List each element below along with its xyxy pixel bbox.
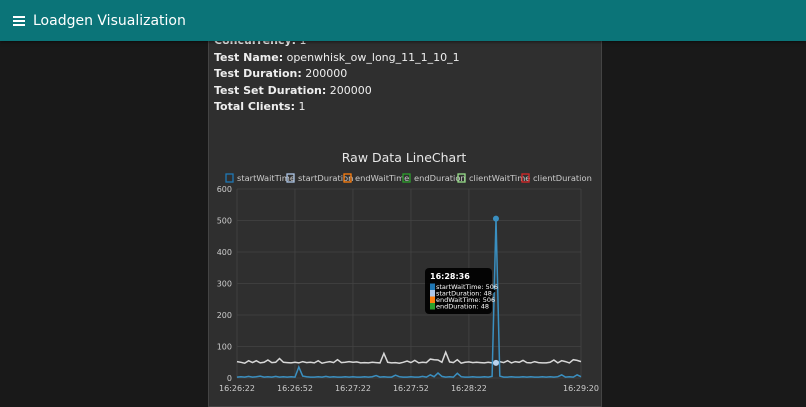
legend-swatch-endDuration xyxy=(402,173,411,183)
legend-swatch-startDuration xyxy=(286,173,295,183)
tooltip-box xyxy=(425,268,492,314)
legend-label-startDuration: startDuration xyxy=(298,173,353,183)
x-tick-label: 16:26:22 xyxy=(219,384,255,393)
info-test-name: Test Name: openwhisk_ow_long_11_1_10_1 xyxy=(214,50,460,64)
y-tick-label: 200 xyxy=(217,311,232,320)
tooltip-row: endWaitTime: 506 xyxy=(436,296,495,304)
series-line-startDuration xyxy=(236,350,582,365)
tooltip-row: endDuration: 48 xyxy=(436,303,489,311)
info-test-duration: Test Duration: 200000 xyxy=(214,67,348,80)
y-tick-label: 400 xyxy=(217,248,232,257)
legend-swatch-clientDuration xyxy=(521,173,530,183)
y-tick-label: 500 xyxy=(217,217,232,226)
tooltip-swatch xyxy=(430,290,435,297)
y-tick-label: 600 xyxy=(217,185,232,194)
x-tick-label: 16:27:22 xyxy=(335,384,371,393)
legend-label-endWaitTime: endWaitTime xyxy=(355,173,409,183)
tooltip-swatch xyxy=(430,296,435,303)
chart-tooltip: 16:28:36 startWaitTime: 506startDuration:… xyxy=(425,268,498,314)
legend-swatch-endWaitTime xyxy=(343,173,352,183)
legend-label-startWaitTime: startWaitTime xyxy=(237,173,295,183)
tooltip-row: startWaitTime: 506 xyxy=(436,283,498,291)
tooltip-swatch xyxy=(430,303,435,310)
tooltip-time: 16:28:36 xyxy=(430,272,470,281)
app-header: Loadgen Visualization xyxy=(0,0,806,41)
legend-swatch-clientWaitTime xyxy=(457,173,466,183)
x-tick-label: 16:29:20 xyxy=(563,384,599,393)
info-total-clients: Total Clients: 1 xyxy=(214,100,306,113)
hover-point-startWaitTime xyxy=(492,215,499,222)
tooltip-row: startDuration: 48 xyxy=(436,290,492,298)
info-test-set-duration: Test Set Duration: 200000 xyxy=(214,83,372,97)
x-tick-label: 16:26:52 xyxy=(277,384,313,393)
y-tick-label: 100 xyxy=(217,343,232,352)
app-title: Loadgen Visualization xyxy=(33,12,186,29)
legend-label-endDuration: endDuration xyxy=(414,173,466,183)
x-tick-label: 16:27:52 xyxy=(393,384,429,393)
legend-swatch-startWaitTime xyxy=(225,173,234,183)
test-panel: Concurrency: 1 Test Name: openwhisk_ow_l… xyxy=(208,20,602,407)
legend-label-clientDuration: clientDuration xyxy=(533,173,592,183)
chart-legend: startWaitTime startDuration endWaitTime end… xyxy=(225,173,592,183)
series-line-startWaitTime xyxy=(236,218,582,378)
chart-lines xyxy=(236,215,582,378)
x-tick-label: 16:28:22 xyxy=(451,384,487,393)
chart-title: Raw Data LineChart xyxy=(342,150,467,165)
tooltip-swatch xyxy=(430,283,435,290)
tooltip-caret xyxy=(492,288,496,294)
legend-label-clientWaitTime: clientWaitTime xyxy=(469,173,530,183)
y-tick-label: 300 xyxy=(217,280,232,289)
hamburger-icon[interactable] xyxy=(13,15,25,26)
hover-point-startDuration xyxy=(492,359,499,366)
y-tick-label: 0 xyxy=(227,374,232,383)
